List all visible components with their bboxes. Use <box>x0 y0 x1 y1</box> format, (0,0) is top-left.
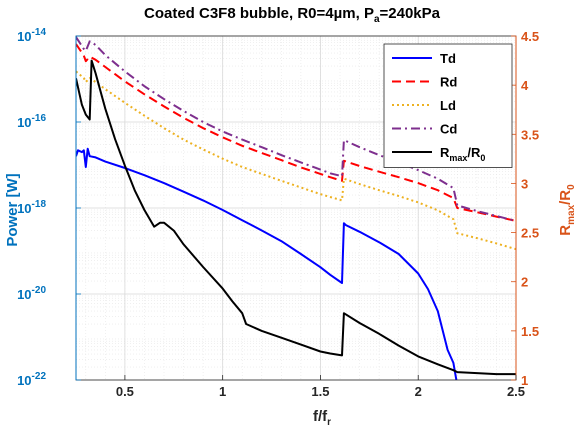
series-line-td <box>76 147 458 380</box>
left-tick-label: 10-14 <box>17 27 46 44</box>
right-tick-label: 2.5 <box>521 226 539 241</box>
left-tick-label: 10-18 <box>17 199 46 216</box>
right-tick-label: 3 <box>521 176 528 191</box>
legend-label-td: Td <box>440 51 456 66</box>
x-axis-label: f/fr <box>313 408 331 428</box>
right-tick-label: 1 <box>521 373 528 388</box>
x-tick-label: 2 <box>415 384 422 399</box>
y-axis-label-left: Power [W] <box>4 173 21 246</box>
series-line-rd <box>76 43 516 222</box>
series-line-ratio <box>76 59 516 376</box>
legend-label-ld: Ld <box>440 98 456 113</box>
right-tick-label: 1.5 <box>521 324 539 339</box>
x-tick-label: 0.5 <box>116 384 134 399</box>
left-tick-label: 10-22 <box>17 371 46 388</box>
series-line-ld <box>76 70 516 251</box>
right-tick-label: 4.5 <box>521 29 539 44</box>
right-tick-label: 4 <box>521 78 529 93</box>
left-tick-label: 10-16 <box>17 113 46 130</box>
x-tick-label: 1 <box>219 384 226 399</box>
x-tick-label: 2.5 <box>507 384 525 399</box>
plot-area: 0.5 1 1.5 2 2.5 10-22 10-20 10-18 10-16 10-14 1 1.5… <box>17 27 539 399</box>
chart-title: Coated C3F8 bubble, R0=4µm, Pa=240kPa <box>144 5 441 25</box>
y-axis-label-right: Rmax/R0 <box>557 184 577 236</box>
left-tick-label: 10-20 <box>17 285 46 302</box>
x-tick-label: 1.5 <box>311 384 329 399</box>
right-tick-label: 3.5 <box>521 127 539 142</box>
legend <box>383 43 513 168</box>
right-tick-label: 2 <box>521 275 528 290</box>
series-line-cd <box>76 36 516 222</box>
legend-label-rd: Rd <box>440 75 457 90</box>
legend-label-ratio: Rmax/R0 <box>440 145 485 163</box>
legend-label-cd: Cd <box>440 122 457 137</box>
